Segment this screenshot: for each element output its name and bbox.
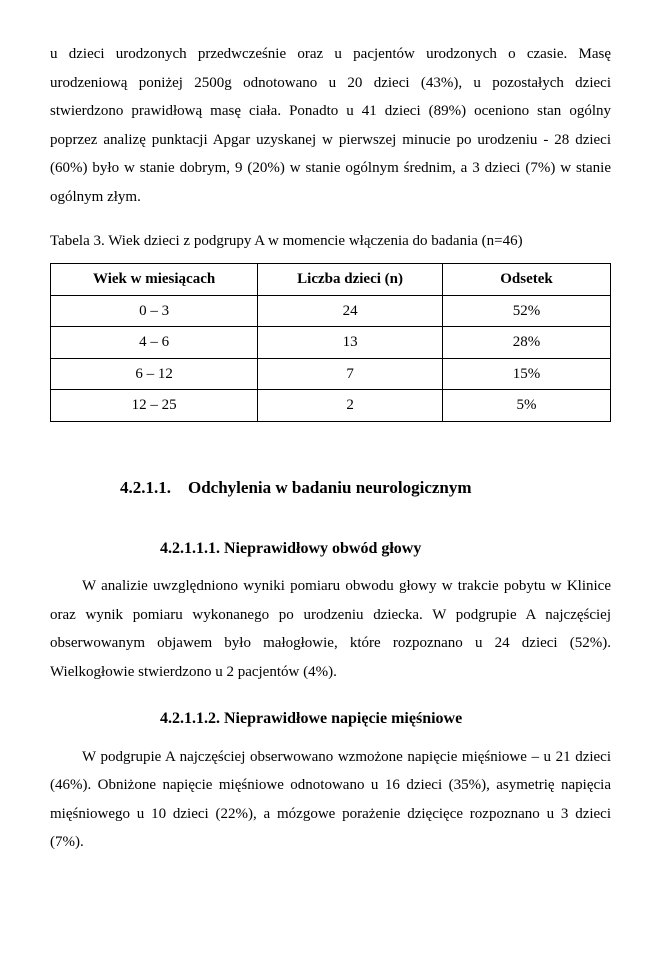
table-cell: 28% [442, 327, 610, 359]
table-col-0: Wiek w miesiącach [51, 264, 258, 296]
table-cell: 0 – 3 [51, 295, 258, 327]
heading-number: 4.2.1.1.2. [160, 710, 220, 727]
table-cell: 5% [442, 390, 610, 422]
table3-caption: Tabela 3. Wiek dzieci z podgrupy A w mom… [50, 229, 611, 253]
table-cell: 15% [442, 358, 610, 390]
heading-4-2-1-1-2: 4.2.1.1.2. Nieprawidłowe napięcie mięśni… [160, 704, 611, 734]
table-cell: 4 – 6 [51, 327, 258, 359]
table-row: 12 – 25 2 5% [51, 390, 611, 422]
table-cell: 52% [442, 295, 610, 327]
section-4-2-1-1-2-body: W podgrupie A najczęściej obserwowano wz… [50, 743, 611, 857]
table-cell: 2 [258, 390, 443, 422]
table-col-2: Odsetek [442, 264, 610, 296]
heading-4-2-1-1-1: 4.2.1.1.1. Nieprawidłowy obwód głowy [160, 534, 611, 564]
heading-number: 4.2.1.1.1. [160, 540, 220, 557]
section-4-2-1-1-1-body: W analizie uwzględniono wyniki pomiaru o… [50, 572, 611, 686]
table-row: 4 – 6 13 28% [51, 327, 611, 359]
heading-title: Nieprawidłowe napięcie mięśniowe [224, 710, 462, 727]
table-cell: 6 – 12 [51, 358, 258, 390]
table-header-row: Wiek w miesiącach Liczba dzieci (n) Odse… [51, 264, 611, 296]
table-col-1: Liczba dzieci (n) [258, 264, 443, 296]
table-cell: 12 – 25 [51, 390, 258, 422]
table-cell: 13 [258, 327, 443, 359]
table3: Wiek w miesiącach Liczba dzieci (n) Odse… [50, 263, 611, 422]
heading-number: 4.2.1.1. [120, 478, 171, 497]
table-row: 6 – 12 7 15% [51, 358, 611, 390]
heading-title: Odchylenia w badaniu neurologicznym [188, 478, 472, 497]
table-cell: 24 [258, 295, 443, 327]
table-cell: 7 [258, 358, 443, 390]
heading-title: Nieprawidłowy obwód głowy [224, 540, 421, 557]
table-row: 0 – 3 24 52% [51, 295, 611, 327]
intro-paragraph: u dzieci urodzonych przedwcześnie oraz u… [50, 40, 611, 211]
heading-4-2-1-1: 4.2.1.1. Odchylenia w badaniu neurologic… [120, 472, 611, 504]
